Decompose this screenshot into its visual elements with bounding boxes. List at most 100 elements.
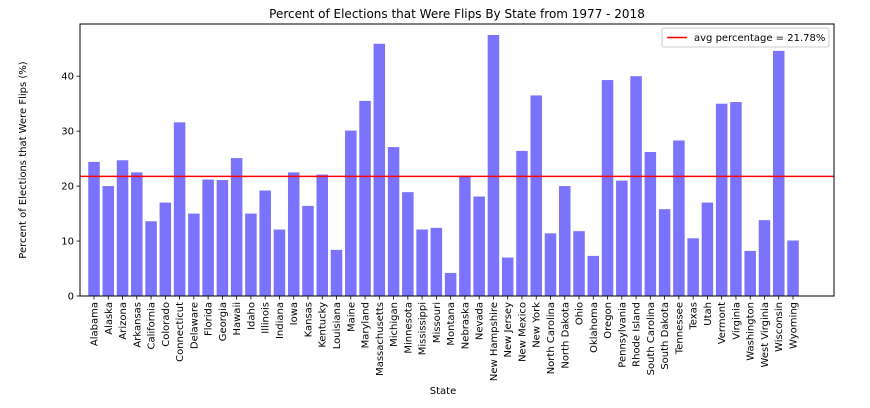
plot-frame bbox=[79, 23, 835, 297]
x-tick-label: Maine bbox=[346, 302, 357, 332]
bar-colorado bbox=[159, 202, 172, 296]
bar-maryland bbox=[359, 100, 371, 297]
bar-nebraska bbox=[459, 175, 471, 296]
y-tick-label: 20 bbox=[61, 182, 74, 193]
bar-florida bbox=[202, 179, 214, 296]
bar-arizona bbox=[116, 160, 129, 296]
bar-louisiana bbox=[330, 249, 343, 296]
x-axis-title: State bbox=[430, 386, 456, 397]
x-tick-label: Wisconsin bbox=[774, 302, 785, 352]
bar-west-virginia bbox=[758, 220, 771, 296]
x-tick-label: New Mexico bbox=[517, 302, 528, 362]
x-tick-label: Iowa bbox=[289, 302, 300, 325]
x-tick-label: Mississippi bbox=[418, 302, 429, 355]
legend-box bbox=[661, 27, 830, 48]
bar-pennsylvania bbox=[616, 180, 628, 296]
bar-rhode-island bbox=[630, 76, 642, 296]
y-tick-label: 30 bbox=[61, 127, 74, 138]
x-tick-label: New York bbox=[532, 302, 543, 348]
x-tick-label: Florida bbox=[204, 302, 215, 336]
x-tick-label: North Dakota bbox=[560, 302, 571, 369]
y-axis-ticks: 0 10 20 30 40 bbox=[61, 72, 80, 303]
x-tick-label: Illinois bbox=[261, 302, 272, 334]
x-tick-label: Missouri bbox=[432, 302, 443, 343]
x-tick-label: Nebraska bbox=[460, 302, 471, 349]
x-tick-label: Alabama bbox=[90, 302, 101, 346]
bar-indiana bbox=[273, 229, 286, 296]
chart-title: Percent of Elections that Were Flips By … bbox=[269, 7, 645, 21]
x-tick-label: Maryland bbox=[361, 302, 372, 348]
bar-illinois bbox=[259, 190, 271, 296]
bar-michigan bbox=[387, 147, 400, 296]
x-tick-label: Massachusetts bbox=[375, 302, 386, 376]
x-tick-label: New Jersey bbox=[503, 302, 514, 358]
x-tick-label: Hawaii bbox=[232, 302, 243, 336]
x-tick-label: South Dakota bbox=[660, 302, 671, 370]
bar-kansas bbox=[302, 205, 314, 296]
x-tick-label: Oklahoma bbox=[589, 302, 600, 353]
x-tick-label: West Virginia bbox=[760, 302, 771, 367]
x-tick-label: Kansas bbox=[303, 302, 314, 337]
x-tick-label: North Carolina bbox=[546, 302, 557, 374]
bars-group bbox=[88, 34, 799, 297]
x-tick-label: Utah bbox=[703, 302, 714, 326]
bar-new-mexico bbox=[516, 150, 528, 296]
bar-delaware bbox=[188, 213, 200, 296]
bar-new-jersey bbox=[501, 257, 514, 296]
bar-oregon bbox=[601, 80, 614, 296]
x-tick-label: Rhode Island bbox=[632, 302, 643, 367]
x-tick-label: Tennessee bbox=[674, 302, 685, 355]
x-tick-label: Michigan bbox=[389, 302, 400, 347]
bar-vermont bbox=[715, 103, 728, 297]
bar-connecticut bbox=[173, 122, 186, 296]
x-tick-label: Arizona bbox=[118, 302, 129, 340]
bar-iowa bbox=[287, 172, 300, 296]
bar-georgia bbox=[216, 180, 229, 296]
x-tick-label: Washington bbox=[746, 302, 757, 361]
x-tick-label: South Carolina bbox=[646, 302, 657, 375]
bar-montana bbox=[444, 272, 457, 296]
x-tick-label: Nevada bbox=[475, 302, 486, 340]
bar-new-york bbox=[530, 95, 542, 297]
legend-label: avg percentage = 21.78% bbox=[694, 33, 825, 44]
x-tick-label: Pennsylvania bbox=[617, 302, 628, 368]
bar-virginia bbox=[730, 102, 742, 296]
bar-mississippi bbox=[416, 229, 428, 296]
x-tick-label: Arkansas bbox=[132, 302, 143, 348]
bar-hawaii bbox=[230, 158, 243, 296]
x-tick-label: Minnesota bbox=[403, 302, 414, 354]
bar-utah bbox=[701, 202, 714, 296]
bar-wisconsin bbox=[772, 50, 785, 297]
x-tick-label: Wyoming bbox=[789, 302, 800, 349]
x-tick-label: Louisiana bbox=[332, 302, 343, 349]
bar-north-dakota bbox=[559, 186, 571, 296]
bar-massachusetts bbox=[373, 43, 386, 296]
y-tick-label: 10 bbox=[61, 237, 74, 248]
x-tick-label: Connecticut bbox=[175, 302, 186, 362]
x-tick-label: Vermont bbox=[717, 302, 728, 344]
y-axis-title: Percent of Elections that Were Flips (%) bbox=[18, 61, 29, 259]
y-tick-label: 0 bbox=[68, 292, 74, 303]
x-tick-label: Texas bbox=[689, 302, 700, 331]
x-tick-label: Indiana bbox=[275, 302, 286, 339]
bar-tennessee bbox=[673, 140, 685, 296]
bar-texas bbox=[687, 238, 699, 296]
bar-wyoming bbox=[787, 240, 799, 296]
bar-nevada bbox=[473, 196, 485, 296]
bar-missouri bbox=[430, 227, 443, 296]
bar-arkansas bbox=[131, 172, 143, 296]
x-tick-label: Idaho bbox=[246, 302, 257, 330]
legend: avg percentage = 21.78% bbox=[661, 27, 830, 48]
bar-ohio bbox=[573, 231, 585, 296]
x-tick-label: Montana bbox=[446, 302, 457, 346]
x-tick-label: Colorado bbox=[161, 302, 172, 347]
bar-oklahoma bbox=[587, 255, 600, 296]
x-tick-label: Alaska bbox=[104, 302, 115, 335]
bar-north-carolina bbox=[544, 233, 557, 296]
bar-south-dakota bbox=[658, 209, 671, 296]
bar-california bbox=[145, 221, 157, 296]
x-tick-label: Ohio bbox=[575, 302, 586, 325]
x-tick-label: California bbox=[147, 302, 158, 350]
